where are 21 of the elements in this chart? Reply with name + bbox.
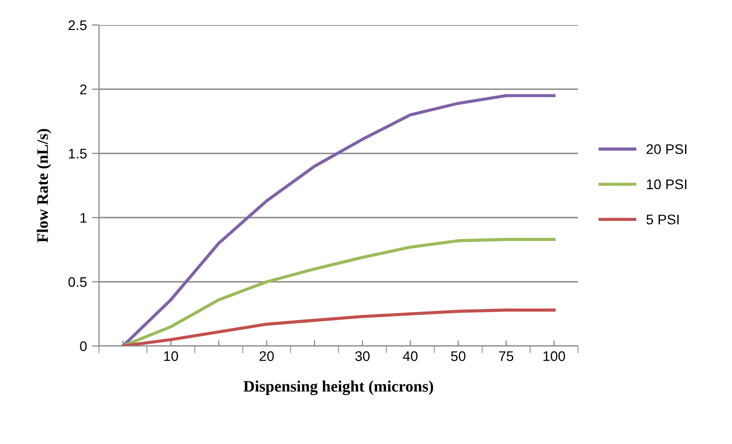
y-tick-label: 1.5 (68, 148, 87, 159)
x-tick-label: 50 (451, 351, 466, 362)
y-tick-label: 0 (80, 341, 87, 352)
y-axis-title: Flow Rate (nL/s) (36, 128, 52, 242)
legend-label: 5 PSI (646, 214, 679, 224)
x-axis-title: Dispensing height (microns) (244, 380, 434, 396)
x-tick-label: 20 (260, 351, 274, 362)
x-tick-label: 30 (355, 351, 370, 362)
line-series (121, 238, 556, 346)
y-tick-label: 0.5 (68, 277, 87, 287)
y-tick-label: 1 (80, 213, 87, 223)
x-tick-label: 75 (499, 351, 514, 362)
legend-label: 20 PSI (646, 144, 686, 154)
line-series (121, 94, 556, 346)
x-tick-label: 100 (544, 351, 566, 362)
x-tick-label: 10 (164, 351, 178, 362)
y-tick-label: 2 (80, 84, 86, 94)
line-series (121, 308, 556, 346)
x-tick-label: 40 (402, 351, 418, 362)
legend-label: 10 PSI (646, 179, 686, 190)
y-tick-label: 2.5 (68, 20, 87, 30)
